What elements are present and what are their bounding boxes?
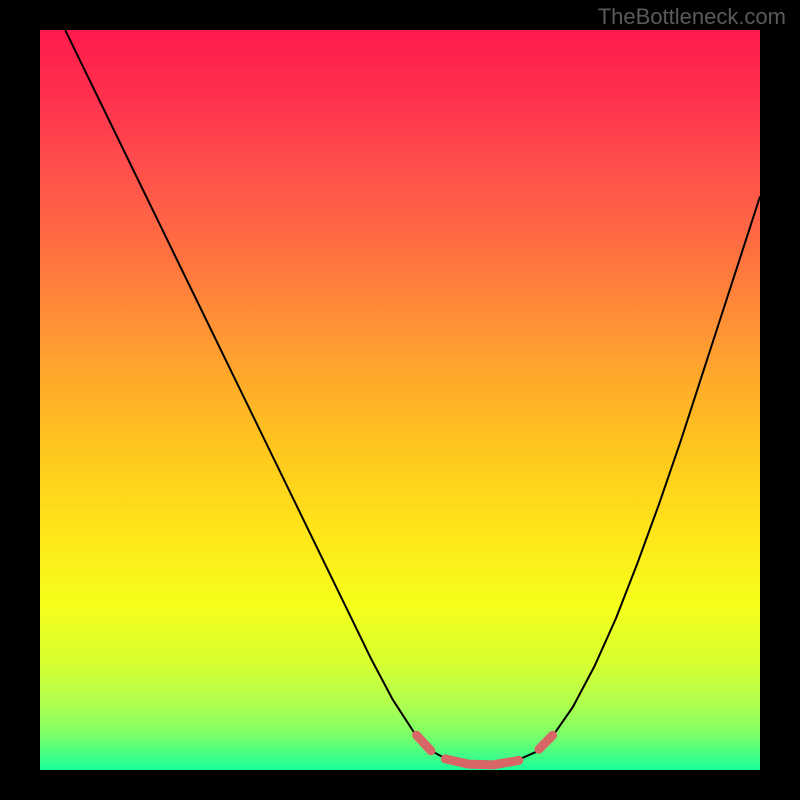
marker-segment — [539, 735, 553, 749]
marker-segment — [445, 759, 518, 765]
curve-layer — [40, 30, 760, 770]
marker-segments — [417, 735, 553, 765]
plot-area — [40, 30, 760, 770]
watermark-text: TheBottleneck.com — [598, 4, 786, 30]
marker-segment — [417, 735, 431, 751]
bottleneck-curve — [65, 30, 760, 765]
